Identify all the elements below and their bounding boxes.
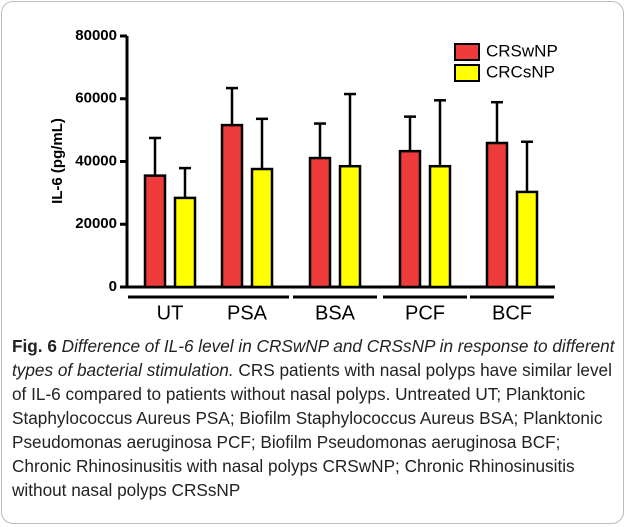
bar <box>250 167 274 289</box>
legend-label: CRCsNP <box>486 62 555 81</box>
y-axis-label: IL-6 (pg/mL) <box>49 118 66 204</box>
y-tick-label: 20000 <box>75 215 117 232</box>
x-tick-label: PCF <box>405 302 445 324</box>
bar <box>338 164 362 289</box>
bar <box>173 196 197 289</box>
x-tick-label: UT <box>157 302 184 324</box>
bar <box>308 156 332 289</box>
y-tick-label: 80000 <box>75 27 117 44</box>
x-tick-label: PSA <box>227 302 268 324</box>
legend-swatch <box>454 64 480 82</box>
caption: Fig. 6 Difference of IL-6 level in CRSwN… <box>12 334 617 502</box>
bar <box>485 141 509 289</box>
y-tick-label: 60000 <box>75 90 117 107</box>
bar <box>398 149 422 289</box>
legend-label: CRSwNP <box>486 41 558 60</box>
legend-swatch <box>454 43 480 61</box>
y-tick-label: 40000 <box>75 152 117 169</box>
bar <box>428 164 452 289</box>
x-tick-label: BCF <box>492 302 532 324</box>
chart: IL-6 (pg/mL) 0 20000 40000 60000 80000 UT PSA B… <box>49 27 558 324</box>
caption-title: Difference of IL-6 level in CRSwNP and C… <box>12 336 615 380</box>
bar <box>220 123 244 289</box>
caption-label: Fig. 6 <box>12 336 57 356</box>
y-tick-label: 0 <box>109 278 117 295</box>
bar <box>143 174 167 289</box>
caption-text: CRS patients with nasal polyps have simi… <box>12 360 612 500</box>
bar <box>515 190 539 289</box>
x-tick-label: BSA <box>315 302 356 324</box>
